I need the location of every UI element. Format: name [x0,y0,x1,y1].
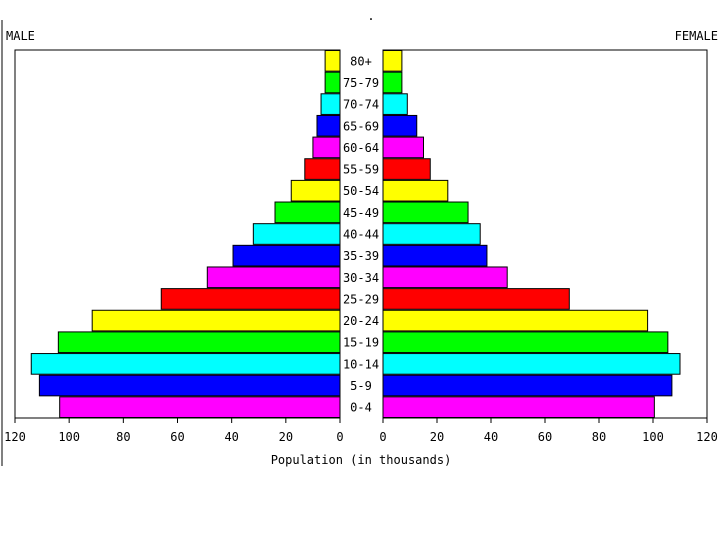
male-bar-55-59 [304,158,341,180]
female-tick-label-20: 20 [430,430,444,444]
male-bar-35-39 [232,244,341,267]
age-label-25-29: 25-29 [343,292,379,306]
chart-dot: . [367,9,374,23]
age-label-35-39: 35-39 [343,249,379,263]
male-bar-60-64 [312,136,341,159]
male-bar-40-44 [252,223,341,245]
female-tick-label-60: 60 [538,430,552,444]
age-label-65-69: 65-69 [343,119,379,133]
age-label-0-4: 0-4 [350,401,372,415]
female-tick-label-0: 0 [379,430,386,444]
age-label-60-64: 60-64 [343,141,379,155]
age-group-labels: 80+ 75-79 70-74 65-69 60-64 55-59 50-54 45-49 40… [343,54,379,414]
female-bars [382,50,681,418]
female-bar-50-54 [382,179,449,202]
female-bar-35-39 [382,244,488,267]
male-tick-label-20: 20 [279,430,293,444]
male-bar-45-49 [274,201,341,224]
female-bar-80+ [382,50,403,72]
female-tick-label-80: 80 [592,430,606,444]
female-bar-65-69 [382,114,418,137]
female-bar-0-4 [382,396,655,418]
female-bar-55-59 [382,158,431,180]
age-label-80+: 80+ [350,54,372,68]
x-axis-title: Population (in thousands) [271,453,452,467]
female-tick-label-120: 120 [696,430,718,444]
female-bar-60-64 [382,136,424,159]
male-tick-label-80: 80 [116,430,130,444]
male-bar-15-19 [57,331,341,354]
age-label-55-59: 55-59 [343,163,379,177]
female-label: FEMALE [675,29,718,43]
male-bar-80+ [324,50,341,72]
male-tick-label-120: 120 [4,430,26,444]
age-label-10-14: 10-14 [343,357,379,371]
male-bar-70-74 [320,93,341,115]
male-tick-label-0: 0 [336,430,343,444]
age-label-15-19: 15-19 [343,336,379,350]
female-bar-10-14 [382,353,681,375]
female-bar-30-34 [382,266,508,289]
age-label-50-54: 50-54 [343,184,379,198]
male-tick-label-40: 40 [224,430,238,444]
age-label-5-9: 5-9 [350,379,372,393]
age-label-30-34: 30-34 [343,271,379,285]
female-x-axis: 0 20 40 60 80 100 120 [379,417,718,444]
male-bars [30,50,341,418]
male-bar-30-34 [206,266,341,289]
male-label: MALE [6,29,35,43]
male-x-axis: 120 100 80 60 40 20 0 [4,417,344,444]
female-bar-5-9 [382,374,673,397]
age-label-45-49: 45-49 [343,206,379,220]
female-tick-label-100: 100 [642,430,664,444]
male-bar-20-24 [91,309,341,332]
female-tick-label-40: 40 [484,430,498,444]
female-bar-75-79 [382,71,403,94]
female-bar-40-44 [382,223,481,245]
age-label-70-74: 70-74 [343,98,379,112]
male-bar-75-79 [324,71,341,94]
male-bar-5-9 [38,374,341,397]
male-tick-label-100: 100 [58,430,80,444]
age-label-75-79: 75-79 [343,76,379,90]
female-bar-25-29 [382,288,570,310]
female-bar-20-24 [382,309,649,332]
male-bar-0-4 [59,396,341,418]
male-tick-label-60: 60 [170,430,184,444]
female-bar-15-19 [382,331,669,354]
female-bar-70-74 [382,93,408,115]
female-bar-45-49 [382,201,469,224]
age-label-40-44: 40-44 [343,228,379,242]
male-bar-10-14 [30,353,341,375]
male-bar-25-29 [160,288,341,310]
age-label-20-24: 20-24 [343,314,379,328]
male-bar-50-54 [290,179,341,202]
male-bar-65-69 [316,114,341,137]
